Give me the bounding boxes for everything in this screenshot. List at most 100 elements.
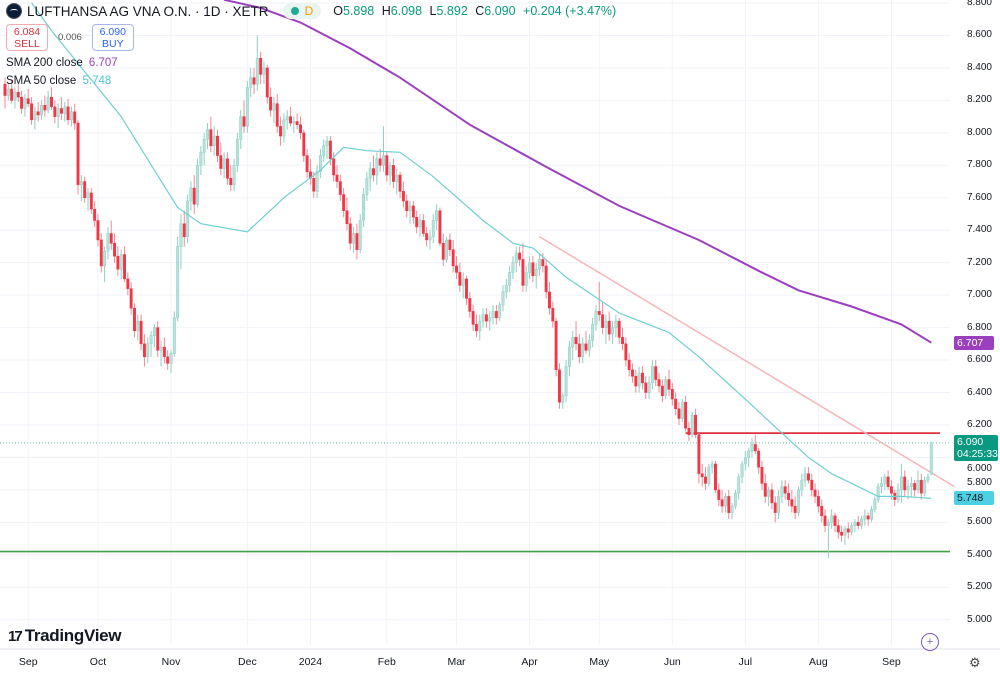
legend-sma200[interactable]: SMA 200 close 6.707 [6,57,118,69]
candle-body [295,121,299,125]
candle-body [113,242,117,257]
candle-down [790,489,794,513]
candle-body [836,525,840,533]
candle-body [142,343,146,358]
candle-up [826,519,830,559]
candle-down [518,246,522,266]
candle-down [225,152,229,185]
candle-down [631,363,634,383]
candle-up [103,246,107,283]
chart-settings-gear-icon[interactable]: ⚙ [969,655,981,670]
status-pill[interactable]: D [282,3,322,19]
candle-body [783,486,787,494]
candle-body [557,369,561,403]
candle-body [252,77,256,85]
candle-body [889,486,893,494]
candle-body [229,178,233,186]
candle-body [219,155,223,169]
candle-body [76,122,80,186]
candle-body [315,171,319,192]
candle-body [182,223,186,237]
add-plus-button[interactable]: + [921,633,939,651]
sell-button[interactable]: 6.084 SELL [6,24,48,51]
candle-body [388,165,392,176]
candle-up [843,525,847,546]
candle-up [408,201,412,224]
candle-body [664,379,668,397]
candle-body [89,192,93,210]
legend-value: 5.748 [82,75,112,87]
candle-up [504,278,508,299]
candle-up [850,522,854,536]
ohlc-readout: O5.898 H6.098 L5.892 C6.090 +0.204 (+3.4… [333,4,620,18]
candle-body [352,233,356,244]
candle-down [372,155,375,182]
candle-body [667,379,671,390]
symbol-header: LUFTHANSA AG VNA O.N. · 1D · XETR D O5.8… [6,3,620,19]
candle-body [289,116,292,124]
candle-body [411,205,415,218]
candle-down [252,67,256,94]
candle-body [740,463,744,478]
candle-body [33,111,37,121]
tradingview-logo[interactable]: 17 TradingView [8,626,122,646]
candle-down [99,233,103,273]
candle-body [541,259,545,267]
candle-down [551,301,555,328]
candle-up [747,447,751,468]
candle-up [435,204,439,231]
candle-down [753,434,757,455]
candle-up [876,483,880,503]
candle-up [501,285,505,312]
candle-down [355,223,359,260]
candle-body [232,165,236,186]
candle-body [335,174,339,182]
candle-down [697,433,701,484]
legend-label: SMA 200 close [6,57,83,69]
candle-body [249,77,253,88]
candle-down [544,259,548,299]
candle-down [10,79,14,104]
candle-up [282,113,286,143]
candle-body [146,343,150,358]
candle-down [295,113,299,130]
candle-body [551,307,555,322]
candle-down [455,256,458,279]
candle-body [873,499,877,510]
candle-down [670,382,674,406]
candle-down [20,90,24,114]
candle-down [624,337,628,367]
candle-body [36,111,40,116]
candle-up [611,321,615,344]
candle-up [169,350,173,374]
candle-body [458,272,462,286]
buy-button[interactable]: 6.090 BUY [91,24,134,51]
candle-up [929,441,933,475]
badge-value: 5.748 [957,492,984,504]
candle-up [23,93,27,117]
candle-down [893,489,897,507]
candle-body [840,531,844,536]
candle-body [451,249,455,267]
candle-body [242,116,246,127]
candle-up [63,102,67,122]
symbol-title[interactable]: LUFTHANSA AG VNA O.N. · 1D · XETR [27,3,269,19]
candle-body [93,208,97,221]
candle-body [189,187,193,202]
price-tick-label: 5.400 [966,548,992,560]
candle-body [159,346,163,351]
candle-up [375,152,379,185]
candle-body [853,522,857,526]
legend-sma50[interactable]: SMA 50 close 5.748 [6,75,111,87]
candle-body [156,327,160,351]
candle-up [567,340,571,377]
price-tick-label: 8.200 [966,94,992,106]
candle-body [272,103,276,111]
candle-body [644,382,648,393]
badge-value: 6.707 [957,337,984,349]
candle-down [308,158,312,185]
candle-down [468,291,472,318]
candle-up [478,314,482,341]
candle-body [830,515,834,523]
